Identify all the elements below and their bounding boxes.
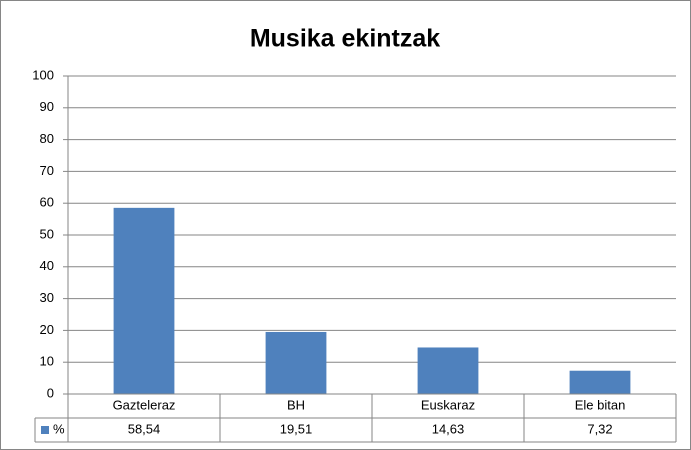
chart-title: Musika ekintzak	[250, 25, 440, 53]
x-tick-label: Gazteleraz	[113, 397, 176, 412]
x-tick-label: Euskaraz	[421, 397, 475, 412]
data-table-value: 14,63	[432, 421, 465, 436]
x-tick-label: BH	[287, 397, 305, 412]
y-tick-label: 80	[40, 131, 54, 146]
bar	[417, 347, 479, 394]
y-tick-label: 10	[40, 354, 54, 369]
y-tick-label: 40	[40, 258, 54, 273]
data-table-value: 58,54	[128, 421, 161, 436]
data-table-value: 19,51	[280, 421, 313, 436]
y-tick-label: 90	[40, 99, 54, 114]
legend-key	[41, 426, 49, 434]
y-tick-label: 0	[47, 385, 54, 400]
y-tick-label: 30	[40, 290, 54, 305]
y-tick-label: 60	[40, 195, 54, 210]
legend-label: %	[53, 421, 65, 436]
bar	[569, 370, 631, 394]
y-tick-label: 50	[40, 226, 54, 241]
data-table-value: 7,32	[587, 421, 612, 436]
y-tick-label: 70	[40, 163, 54, 178]
x-tick-label: Ele bitan	[575, 397, 626, 412]
bar	[113, 207, 175, 394]
bar	[265, 331, 327, 394]
y-tick-label: 100	[32, 67, 54, 82]
y-tick-label: 20	[40, 322, 54, 337]
